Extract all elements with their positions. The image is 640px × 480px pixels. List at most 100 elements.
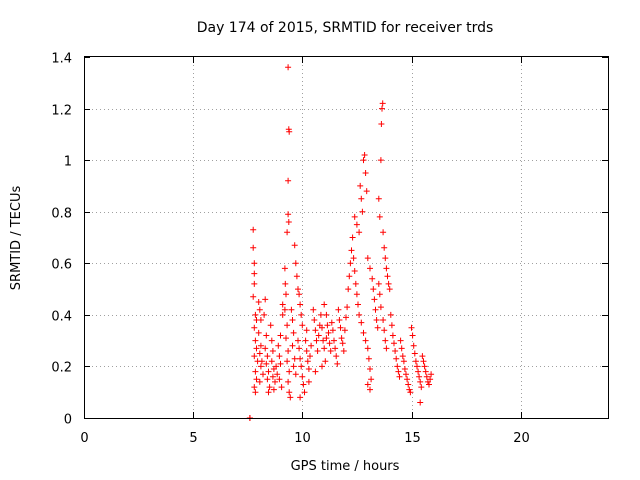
data-point <box>320 337 327 344</box>
data-point <box>295 286 301 293</box>
data-point <box>317 311 324 318</box>
data-point <box>346 273 353 280</box>
data-point <box>325 329 332 336</box>
data-point <box>365 355 372 362</box>
data-point <box>338 335 345 342</box>
data-point <box>405 381 412 388</box>
axis-ticks <box>84 57 608 419</box>
data-point <box>375 280 382 287</box>
data-point <box>315 332 322 339</box>
data-point <box>250 293 257 300</box>
data-point <box>336 317 343 323</box>
data-point <box>412 358 419 365</box>
data-point <box>277 360 284 367</box>
x-axis-label: GPS time / hours <box>291 459 400 474</box>
data-point <box>275 342 282 349</box>
data-point <box>258 358 265 365</box>
data-point <box>264 376 271 383</box>
data-point <box>296 345 303 352</box>
x-tick-labels: 0 5 10 15 20 <box>80 431 529 446</box>
x-tick-label: 15 <box>404 431 421 446</box>
data-point <box>278 384 285 391</box>
data-point <box>406 386 413 393</box>
data-point <box>301 389 308 396</box>
data-point <box>400 358 407 365</box>
data-point <box>298 363 305 370</box>
data-point <box>332 345 339 352</box>
data-point <box>349 234 356 241</box>
y-tick-label: 0.8 <box>51 207 72 222</box>
y-tick-label: 0.4 <box>51 310 72 325</box>
data-point <box>297 355 304 362</box>
data-point <box>385 280 392 287</box>
data-point <box>303 327 310 334</box>
data-point <box>360 329 367 336</box>
data-point <box>428 371 435 378</box>
data-point <box>422 368 429 375</box>
data-point <box>251 280 258 287</box>
data-point <box>285 378 292 385</box>
data-point <box>269 373 276 380</box>
data-point <box>252 368 259 375</box>
data-point <box>373 317 380 323</box>
data-point <box>344 304 351 311</box>
data-point <box>345 286 352 293</box>
data-point <box>358 319 365 326</box>
data-point <box>285 348 292 354</box>
data-point <box>264 353 271 360</box>
data-point <box>322 358 329 365</box>
data-point <box>351 268 358 274</box>
data-point <box>389 332 396 339</box>
data-point <box>358 195 365 202</box>
data-point <box>265 389 272 396</box>
data-point <box>250 226 257 233</box>
data-point <box>251 353 258 360</box>
data-point <box>277 332 284 339</box>
data-point <box>364 255 371 262</box>
data-point <box>377 304 384 311</box>
data-point <box>293 273 300 280</box>
data-point <box>348 247 355 254</box>
data-point <box>305 378 312 385</box>
data-point <box>395 368 402 375</box>
data-point <box>291 242 298 249</box>
data-point <box>337 324 344 331</box>
data-point <box>426 381 432 388</box>
data-point <box>418 384 425 391</box>
data-point <box>328 319 335 326</box>
data-point <box>321 345 328 352</box>
data-point <box>268 358 275 365</box>
data-point <box>334 360 341 367</box>
data-point <box>329 327 336 334</box>
data-point <box>367 265 373 272</box>
data-point <box>333 353 340 360</box>
data-point <box>251 384 258 391</box>
data-point <box>262 296 269 303</box>
data-point <box>364 381 371 388</box>
data-point <box>324 322 331 329</box>
data-point <box>284 322 291 329</box>
data-point <box>326 340 333 347</box>
data-point <box>409 332 416 339</box>
data-point <box>300 381 307 388</box>
data-point <box>407 389 414 396</box>
data-point <box>292 371 299 378</box>
data-point <box>398 345 405 352</box>
data-point <box>356 229 363 236</box>
x-tick-label: 5 <box>189 431 197 446</box>
data-point <box>323 335 330 342</box>
data-point <box>362 170 369 176</box>
data-point <box>367 366 373 372</box>
data-point <box>308 342 315 349</box>
data-point <box>419 353 426 360</box>
y-tick-labels: 0 0.2 0.4 0.6 0.8 1 1.2 1.4 <box>51 52 72 428</box>
data-point <box>341 327 348 334</box>
y-tick-label: 0 <box>64 413 72 428</box>
data-point <box>367 386 373 393</box>
data-point <box>353 291 360 298</box>
data-point <box>387 311 394 318</box>
data-point <box>305 366 312 372</box>
data-point <box>343 314 349 321</box>
data-point <box>285 126 292 133</box>
data-point <box>288 306 295 313</box>
